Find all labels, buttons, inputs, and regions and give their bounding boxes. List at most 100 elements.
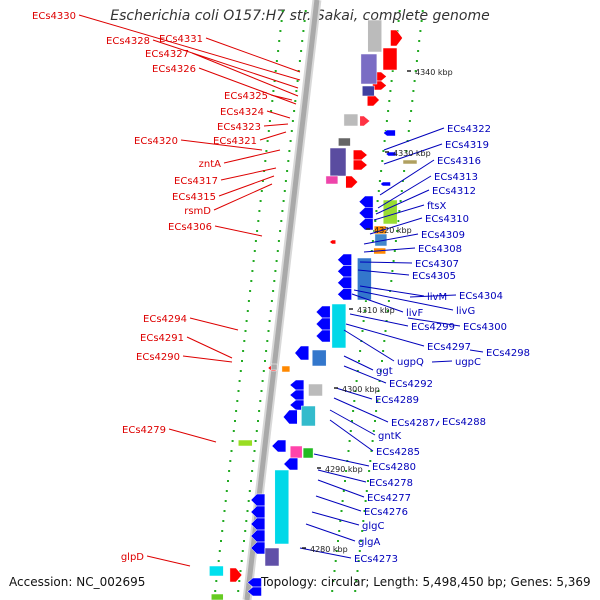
- ring-dot-3: [381, 360, 383, 362]
- gene-feature-45: [274, 469, 290, 545]
- ring-dot-3: [379, 370, 382, 372]
- gene-arrow-25-0: [380, 181, 391, 187]
- gene-feature-7: [343, 113, 359, 127]
- ring-dot-0: [215, 580, 218, 582]
- ring-dot-0: [247, 300, 250, 302]
- gene-feature-47: [264, 547, 280, 567]
- ring-dot-1: [301, 40, 304, 42]
- ring-dot-3: [393, 250, 396, 252]
- ring-dot-1: [300, 50, 303, 52]
- ring-dot-1: [291, 120, 294, 122]
- gene-label-ecs4310: ECs4310: [425, 214, 469, 225]
- ring-dot-3: [364, 500, 367, 502]
- ring-dot-1: [250, 480, 252, 482]
- leader-line-right: [363, 233, 419, 245]
- ring-dot-3: [369, 460, 372, 462]
- ring-dot-0: [225, 490, 228, 492]
- gene-label-ecs4308: ECs4308: [418, 244, 462, 255]
- gene-label-ecs4327: ECs4327: [145, 49, 189, 60]
- ring-dot-1: [276, 250, 279, 252]
- ring-dot-1: [251, 470, 254, 472]
- gene-label-ecs4331: ECs4331: [159, 34, 203, 45]
- ring-dot-3: [419, 30, 422, 32]
- ring-dot-3: [386, 310, 389, 312]
- gene-label-ecs4316: ECs4316: [437, 156, 481, 167]
- leader-line-right: [383, 143, 443, 165]
- gene-feature-19: [209, 565, 224, 577]
- leader-line-left: [266, 110, 291, 119]
- gene-arrow-34-0: [315, 305, 331, 319]
- gene-label-ecs4287: ECs4287: [391, 418, 435, 429]
- ring-dot-2: [381, 160, 384, 162]
- gene-label-ugpc: ugpC: [455, 357, 481, 368]
- gene-label-ecs4320: ECs4320: [134, 136, 178, 147]
- ring-dot-2: [337, 540, 339, 542]
- gene-labels-layer: ECs4330 ECs4328 ECs4331 ECs4327 ECs4326 ECs43…: [32, 11, 530, 565]
- leader-line-right: [359, 261, 413, 264]
- ring-dot-2: [340, 510, 343, 512]
- ring-dot-0: [241, 360, 243, 362]
- ring-dot-2: [335, 550, 338, 552]
- ring-dot-3: [355, 580, 358, 582]
- ring-dot-2: [397, 20, 400, 22]
- scale-labels-layer: 4340 kbp 4330 kbp 4320 kbp 4310 kbp 4300 kbp…: [302, 68, 453, 554]
- ring-dot-2: [333, 570, 336, 572]
- gene-feature-21: [211, 593, 224, 600]
- leader-line-left: [198, 67, 297, 105]
- gene-label-ecs4279: ECs4279: [122, 425, 166, 436]
- gene-label-ecs4292: ECs4292: [389, 379, 433, 390]
- leader-line-left: [270, 94, 293, 101]
- scale-tick-label: 4290 kbp: [325, 465, 363, 474]
- ring-dot-0: [271, 100, 274, 102]
- ring-dot-3: [418, 40, 421, 42]
- ring-dot-2: [359, 350, 362, 352]
- leader-line-right: [379, 159, 435, 196]
- gene-label-ecs4280: ECs4280: [372, 462, 416, 473]
- ring-dot-3: [354, 590, 357, 592]
- ring-dot-0: [222, 520, 225, 522]
- ring-dot-0: [265, 150, 268, 152]
- ring-dot-1: [268, 320, 271, 322]
- ring-dot-1: [287, 160, 290, 162]
- leader-line-right: [369, 217, 423, 235]
- gene-label-ecs4325: ECs4325: [224, 91, 268, 102]
- gene-label-ggt: ggt: [376, 366, 393, 377]
- gene-arrow-48-1: [247, 586, 262, 597]
- ring-dot-3: [413, 80, 416, 82]
- gene-arrow-48-0: [247, 577, 262, 588]
- gene-feature-6: [362, 85, 375, 97]
- ring-dot-0: [251, 270, 254, 272]
- ring-dot-3: [394, 240, 397, 242]
- ring-dot-1: [281, 210, 284, 212]
- gene-label-ecs4297: ECs4297: [427, 342, 471, 353]
- gene-feature-12: [325, 175, 339, 185]
- accession-value: NC_002695: [76, 575, 146, 589]
- gene-arrow-31-0: [337, 253, 352, 266]
- gene-arrow-0-0: [390, 29, 403, 47]
- leader-line-right: [377, 175, 432, 209]
- gene-label-livg: livG: [456, 306, 475, 317]
- leader-line-right: [407, 317, 461, 327]
- ring-dot-0: [234, 420, 236, 422]
- ring-dot-0: [273, 80, 276, 82]
- ring-dot-1: [282, 200, 285, 202]
- ring-dot-1: [275, 260, 278, 262]
- gene-label-ecs4300: ECs4300: [463, 322, 507, 333]
- gene-arrow-34-1: [315, 317, 331, 331]
- leader-line-left: [189, 317, 239, 331]
- ring-dot-1: [245, 520, 248, 522]
- gene-label-ecs4291: ECs4291: [140, 333, 184, 344]
- gene-label-glpd: glpD: [121, 552, 144, 563]
- accession-info: Accession: NC_002695: [9, 575, 145, 589]
- ring-dot-3: [370, 450, 373, 452]
- ring-dot-1: [257, 420, 259, 422]
- length-label: Length:: [373, 575, 419, 589]
- ring-dot-1: [243, 540, 245, 542]
- gene-arrow-40-0: [282, 409, 298, 425]
- gene-arrow-8-0: [359, 115, 371, 127]
- leader-line-right: [357, 269, 410, 276]
- leader-line-right: [343, 329, 395, 362]
- leader-line-right: [359, 285, 425, 297]
- ring-dot-0: [259, 200, 262, 202]
- gene-label-ecs4328: ECs4328: [106, 36, 150, 47]
